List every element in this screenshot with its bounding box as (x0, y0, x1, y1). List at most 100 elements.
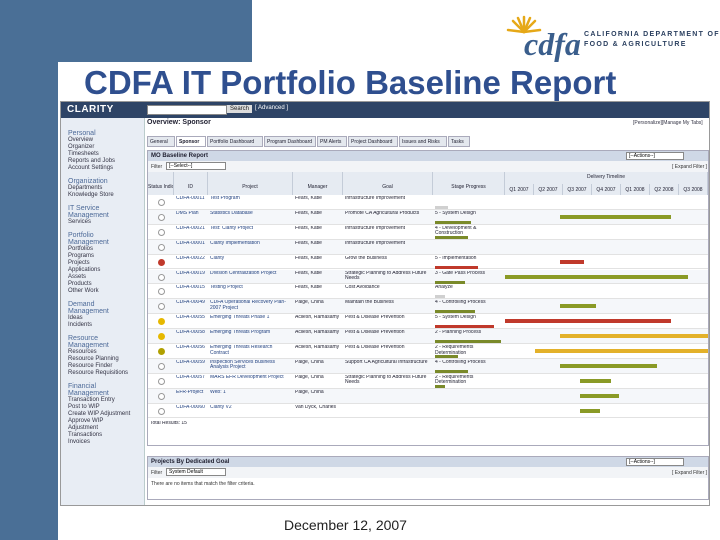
advanced-search-link[interactable]: [ Advanced ] (255, 105, 289, 111)
table-row[interactable]: CDFA-00056 Emerging Threats Research Cont… (148, 344, 708, 359)
table-row[interactable]: EFR-Project Web: 1 Paige, China (148, 388, 708, 404)
nav-link[interactable]: Resource Planning (68, 356, 119, 362)
nav-link[interactable]: Overview (68, 137, 94, 143)
column-header[interactable]: Status Indicator (148, 172, 174, 195)
cell-project[interactable]: Emerging Threats Phase 1 (210, 315, 270, 321)
nav-link[interactable]: Account Settings (68, 165, 114, 171)
nav-link[interactable]: Reports and Jobs (68, 158, 116, 164)
nav-link[interactable]: Incidents (68, 322, 93, 328)
actions-dropdown[interactable]: [--Actions--] (626, 458, 684, 466)
search-button[interactable]: Search (227, 105, 253, 113)
table-row[interactable]: CDFA-00022 Clarity Fears, Katie Grow the Bu… (148, 255, 708, 270)
tab-project-dashboard[interactable]: Project Dashboard (348, 136, 398, 147)
column-header[interactable]: Goal (343, 172, 433, 195)
nav-link[interactable]: Create WIP Adjustment (68, 411, 131, 417)
nav-link[interactable]: Knowledge Store (68, 192, 114, 198)
cell-project[interactable]: Test: Clarity Project (210, 225, 254, 231)
column-header[interactable]: Manager (293, 172, 343, 195)
table-row[interactable]: CDFA-00055 Emerging Threats Phase 1 Aclles… (148, 314, 708, 330)
expand-filter-link[interactable]: [ Expand Filter ] (672, 164, 708, 170)
tab-pm-alerts[interactable]: PM Alerts (317, 136, 347, 147)
slide-left-bar (0, 0, 58, 540)
table-row[interactable]: CDFA-00015 Testing Project Fears, Katie Cos… (148, 284, 708, 300)
cell-manager: Fears, Katie (295, 196, 322, 201)
nav-link[interactable]: Programs (68, 253, 95, 259)
cell-project[interactable]: MARS EFR Development Project (210, 374, 284, 380)
cell-project[interactable]: Clarity V2 (210, 404, 232, 410)
column-header[interactable]: Project (208, 172, 293, 195)
cell-project[interactable]: CDFA Operational Recovery Plan-2007 Proj… (210, 300, 286, 311)
column-header[interactable]: Stage Progress (433, 172, 505, 195)
cell-project[interactable]: Testing Project (210, 285, 243, 291)
nav-link[interactable]: Other Work (68, 288, 99, 294)
nav-link[interactable]: Transaction Entry (68, 397, 115, 403)
tab-portfolio-dashboard[interactable]: Portfolio Dashboard (207, 136, 263, 147)
cell-id[interactable]: CDFA-00021 (176, 225, 205, 231)
cell-project[interactable]: Emerging Threats Research Contract (210, 345, 273, 356)
cell-id[interactable]: CDFA-00022 (176, 255, 205, 261)
table-row[interactable]: CDFA-00060 Clarity V2 Van Dyck, Charles (148, 404, 708, 419)
nav-link[interactable]: Services (68, 219, 92, 225)
table-row[interactable]: CDFA-00011 Test Program Fears, Katie Infras… (148, 195, 708, 210)
nav-link[interactable]: Invoices (68, 439, 91, 445)
nav-link[interactable]: Resources (68, 349, 97, 355)
tab-issues-and-risks[interactable]: Issues and Risks (399, 136, 447, 147)
personalize-links[interactable]: [Personalize][Manage My Tabs] (633, 120, 703, 126)
tab-sponsor[interactable]: Sponsor (176, 136, 206, 147)
cell-id[interactable]: EFR-Project (176, 389, 204, 395)
search-input[interactable] (147, 105, 227, 115)
table-row[interactable]: CDFA-00057 MARS EFR Development Project Pa… (148, 374, 708, 389)
cell-id[interactable]: CDFA-00011 (176, 196, 205, 201)
nav-link[interactable]: Post to WIP (68, 404, 100, 410)
nav-link[interactable]: Timesheets (68, 151, 99, 157)
cell-id[interactable]: CDFA-00058 (176, 330, 205, 336)
cell-project[interactable]: Division Centralization Project (210, 270, 277, 276)
nav-link[interactable]: Projects (68, 260, 90, 266)
nav-link[interactable]: Resource Requisitions (68, 370, 129, 376)
quarter-label: Q3 2008 (679, 184, 708, 195)
cell-project[interactable]: Emerging Threats Program (210, 330, 271, 336)
cell-project[interactable]: Clarity Implementation (210, 240, 260, 246)
cell-project[interactable]: Statistics Database (210, 210, 253, 216)
cell-project[interactable]: Test Program (210, 196, 240, 201)
cell-id[interactable]: CDFA-00001 (176, 240, 205, 246)
nav-link[interactable]: Products (68, 281, 92, 287)
cell-id[interactable]: DMS Plan (176, 210, 199, 216)
tab-general[interactable]: General (147, 136, 175, 147)
cell-id[interactable]: CDFA-00059 (176, 359, 205, 365)
cell-id[interactable]: CDFA-00055 (176, 315, 205, 321)
cell-id[interactable]: CDFA-00015 (176, 285, 205, 291)
column-header[interactable]: ID (174, 172, 208, 195)
cell-id[interactable]: CDFA-00056 (176, 345, 205, 350)
table-row[interactable]: CDFA-00058 Emerging Threats Program Aclles… (148, 329, 708, 344)
nav-link[interactable]: Applications (68, 267, 101, 273)
cell-project[interactable]: Inspection Services Business Analysis Pr… (210, 359, 276, 371)
cell-id[interactable]: CDFA-00060 (176, 404, 205, 410)
cell-id[interactable]: CDFA-00057 (176, 374, 205, 380)
cell-project[interactable]: Web: 1 (210, 389, 226, 395)
nav-link[interactable]: Departments (68, 185, 103, 191)
nav-link[interactable]: Assets (68, 274, 87, 280)
nav-link[interactable]: Portfolios (68, 246, 94, 252)
filter-select[interactable]: System Default (166, 468, 226, 476)
actions-dropdown[interactable]: [--Actions--] (626, 152, 684, 160)
table-row[interactable]: CDFA-00019 Division Centralization Projec… (148, 269, 708, 285)
nav-link[interactable]: Approve WIP (68, 418, 104, 424)
nav-link[interactable]: Organizer (68, 144, 95, 150)
cell-id[interactable]: CDFA-00049 (176, 300, 205, 306)
table-row[interactable]: DMS Plan Statistics Database Fears, Katie P… (148, 209, 708, 225)
table-row[interactable]: CDFA-00021 Test: Clarity Project Fears, Ka… (148, 225, 708, 240)
tab-program-dashboard[interactable]: Program Dashboard (264, 136, 316, 147)
cell-id[interactable]: CDFA-00019 (176, 270, 205, 276)
nav-link[interactable]: Resource Finder (68, 363, 113, 369)
nav-link[interactable]: Adjustment (68, 425, 99, 431)
tab-tasks[interactable]: Tasks (448, 136, 470, 147)
expand-filter-link[interactable]: [ Expand Filter ] (672, 470, 708, 476)
cell-project[interactable]: Clarity (210, 255, 225, 261)
nav-link[interactable]: Ideas (68, 315, 83, 321)
filter-select[interactable]: [--Select--] (166, 162, 226, 170)
table-row[interactable]: CDFA-00059 Inspection Services Business A… (148, 358, 708, 374)
table-row[interactable]: CDFA-00049 CDFA Operational Recovery Plan… (148, 299, 708, 315)
nav-link[interactable]: Transactions (68, 432, 103, 438)
table-row[interactable]: CDFA-00001 Clarity Implementation Fears, K… (148, 239, 708, 255)
